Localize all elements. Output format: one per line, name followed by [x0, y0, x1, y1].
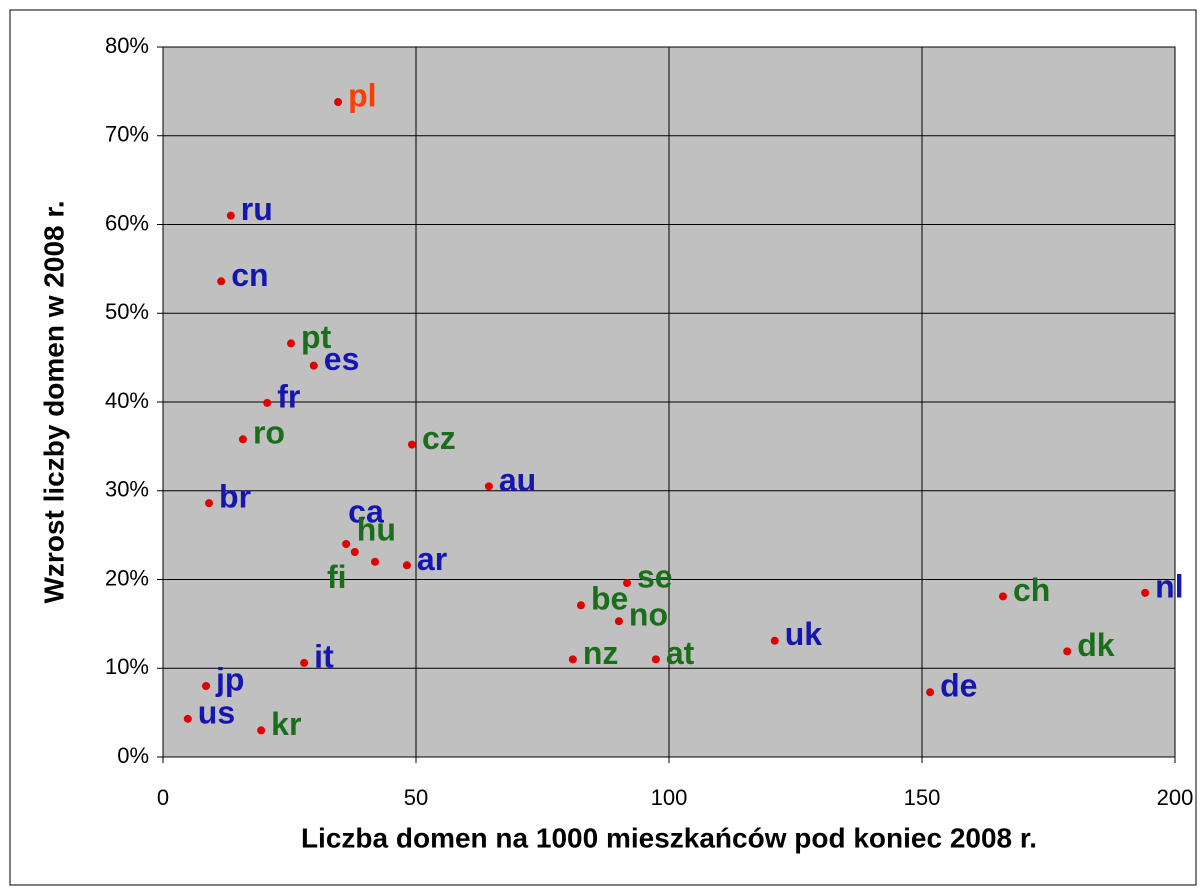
y-tick-label: 40%: [105, 388, 149, 413]
point-label: ro: [253, 415, 285, 451]
point-label: nl: [1155, 568, 1183, 604]
point: [576, 601, 585, 610]
point-label: ru: [241, 191, 273, 227]
point: [202, 682, 211, 690]
x-tick-label: 0: [157, 785, 169, 810]
point: [1063, 647, 1072, 656]
point: [263, 398, 272, 407]
point: [1141, 588, 1150, 597]
point-label: br: [219, 479, 251, 515]
point-label: ca: [348, 493, 384, 529]
point-label: no: [629, 597, 668, 633]
point-label: fi: [327, 559, 347, 595]
point: [484, 482, 493, 491]
y-tick-label: 0%: [117, 743, 149, 768]
point: [623, 579, 632, 588]
plot-border: [162, 46, 1176, 758]
point: [407, 440, 416, 449]
point: [568, 655, 577, 664]
point: [300, 658, 309, 667]
point-label: cz: [422, 420, 456, 456]
point-label: at: [666, 635, 695, 671]
point-label: jp: [215, 661, 244, 697]
point: [205, 499, 214, 508]
point-label: be: [591, 581, 628, 617]
point: [614, 617, 623, 626]
y-tick-label: 60%: [105, 210, 149, 235]
point: [998, 592, 1007, 601]
point: [371, 557, 380, 566]
point: [309, 361, 318, 370]
point-label: hu: [357, 511, 396, 547]
point: [651, 655, 660, 664]
point: [342, 540, 351, 548]
point-label: dk: [1077, 627, 1115, 663]
point-label: es: [324, 341, 360, 377]
y-tick-label: 10%: [105, 654, 149, 679]
point-label: nz: [583, 635, 619, 671]
x-tick-label: 100: [651, 785, 688, 810]
point: [350, 547, 359, 556]
y-axis-title: Wzrost liczby domen w 2008 r.: [38, 200, 69, 603]
point-label: ch: [1013, 572, 1050, 608]
point-label: se: [637, 559, 673, 595]
y-tick-label: 30%: [105, 477, 149, 502]
point: [287, 339, 296, 348]
point-label: kr: [271, 706, 301, 742]
point-label: au: [499, 462, 536, 498]
x-tick-label: 150: [904, 785, 941, 810]
point: [238, 435, 247, 444]
point-label: pl: [348, 77, 376, 113]
point-label: uk: [785, 616, 823, 652]
point: [226, 211, 235, 220]
point-label: us: [198, 694, 235, 730]
x-tick-label: 50: [404, 785, 428, 810]
point-label: pt: [301, 319, 332, 355]
x-tick-label: 200: [1157, 785, 1194, 810]
y-tick-label: 20%: [105, 565, 149, 590]
y-tick-label: 70%: [105, 122, 149, 147]
point-label: it: [314, 638, 334, 674]
y-tick-label: 80%: [105, 33, 149, 58]
point-label: fr: [277, 378, 300, 414]
point: [257, 726, 266, 735]
point-label: ar: [417, 541, 447, 577]
point: [183, 714, 192, 723]
point: [334, 98, 343, 107]
point-label: cn: [231, 257, 268, 293]
point: [770, 636, 779, 645]
point-label: de: [940, 668, 977, 704]
y-tick-label: 50%: [105, 299, 149, 324]
x-axis-title: Liczba domen na 1000 mieszkańców pod kon…: [301, 822, 1037, 853]
point: [402, 561, 411, 570]
point: [217, 277, 226, 286]
point: [926, 688, 935, 697]
